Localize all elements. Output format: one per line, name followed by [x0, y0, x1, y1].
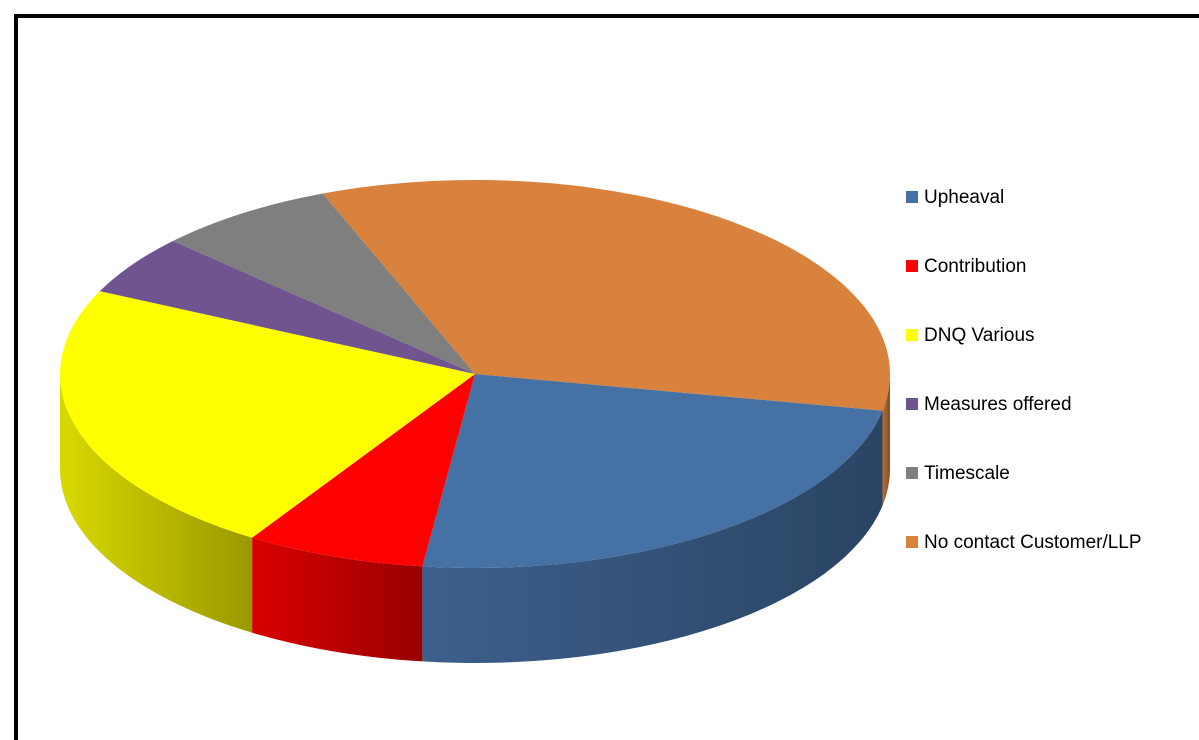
legend: Upheaval Contribution DNQ Various Measures …: [906, 187, 1142, 553]
legend-label: Contribution: [924, 256, 1026, 277]
slice: [252, 374, 475, 567]
legend-label: No contact Customer/LLP: [924, 532, 1142, 553]
slice: [99, 240, 475, 374]
slice: [172, 193, 475, 374]
legend-label: DNQ Various: [924, 325, 1035, 346]
legend-label: Timescale: [924, 463, 1010, 484]
legend-swatch: [906, 536, 918, 548]
slice: [59, 291, 475, 538]
legend-label: Upheaval: [924, 187, 1004, 208]
pie-tops: [59, 180, 891, 568]
slice-side: [252, 537, 423, 662]
legend-label: Measures offered: [924, 394, 1072, 415]
legend-swatch: [906, 329, 918, 341]
legend-swatch: [906, 191, 918, 203]
pie-sides: [60, 374, 890, 663]
slice-side: [882, 374, 890, 506]
legend-swatch: [906, 260, 918, 272]
slice: [322, 180, 891, 411]
legend-swatch: [906, 398, 918, 410]
slice-side: [60, 374, 253, 633]
legend-swatch: [906, 467, 918, 479]
slice-side: [422, 410, 883, 663]
slice: [422, 374, 883, 568]
